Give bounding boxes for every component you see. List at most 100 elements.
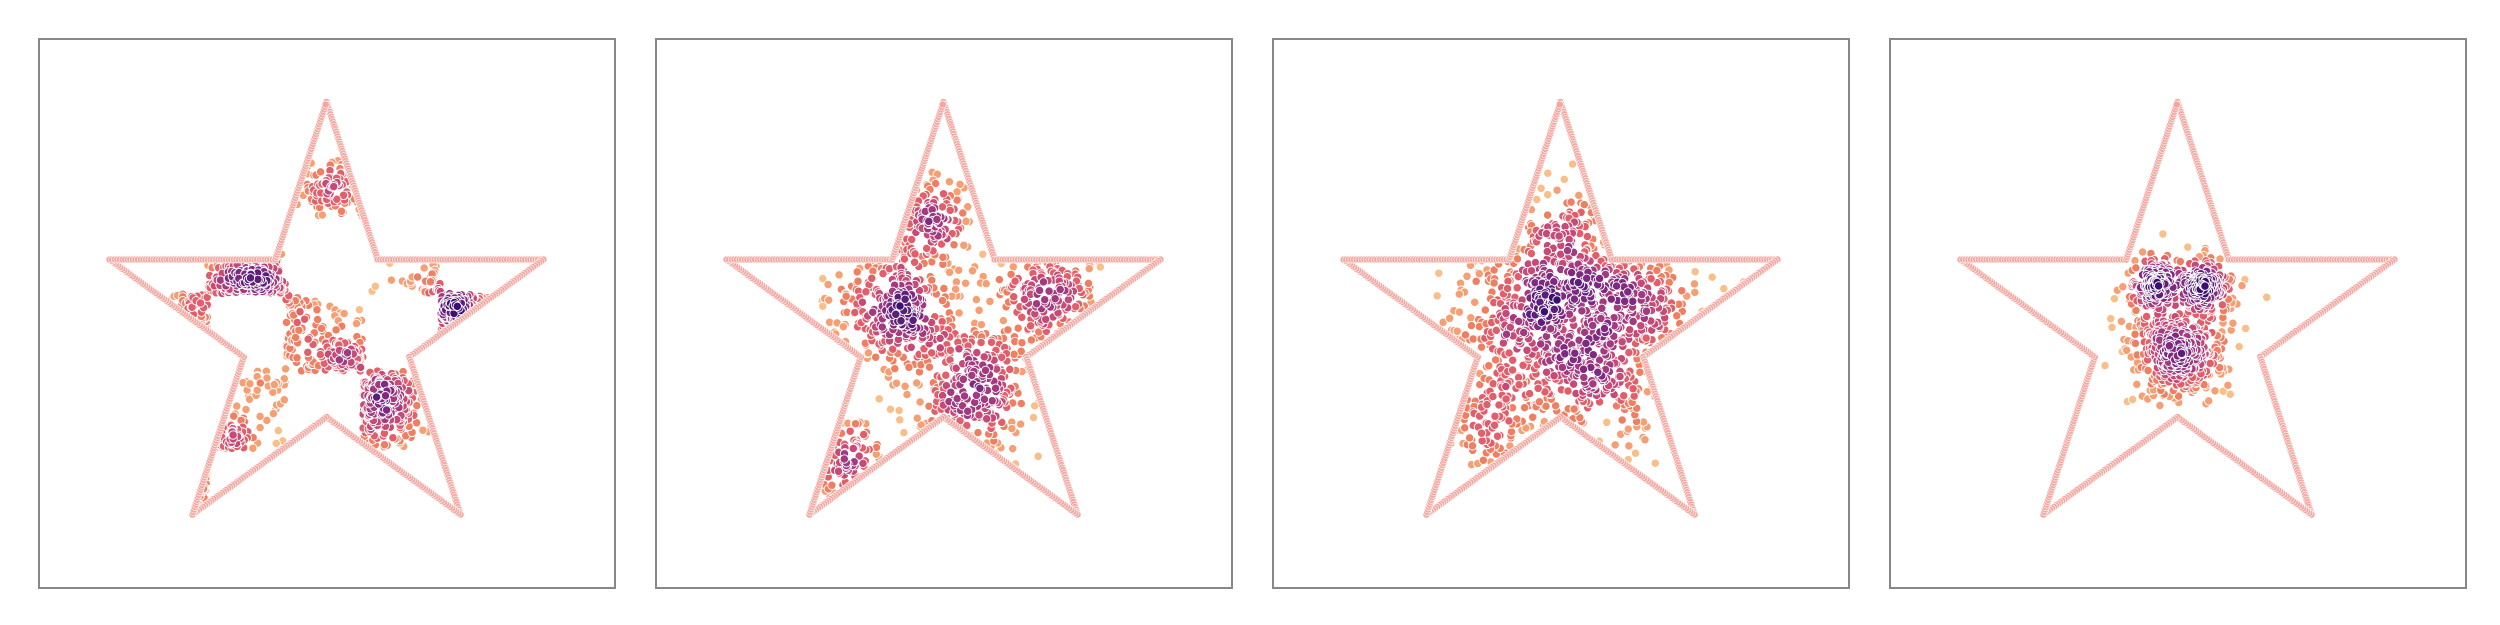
scatter-point — [946, 387, 956, 397]
scatter-point — [1552, 295, 1562, 305]
scatter-point — [1462, 271, 1472, 281]
scatter-point — [241, 404, 251, 415]
scatter-point — [1026, 335, 1037, 345]
scatter-point — [1625, 325, 1635, 335]
scatter-point — [371, 392, 382, 402]
star-boundary — [105, 98, 548, 519]
scatter-point — [987, 396, 997, 406]
scatter-point — [932, 214, 942, 225]
scatter-point — [1541, 228, 1552, 239]
scatter-point — [232, 401, 242, 411]
scatter-point — [1628, 316, 1638, 327]
scatter-point — [1542, 246, 1552, 257]
scatter-point — [941, 370, 951, 380]
scatter-point — [1512, 254, 1523, 264]
scatter-point — [1566, 267, 1577, 278]
scatter-point — [1084, 263, 1094, 274]
scatter-point — [1611, 281, 1622, 291]
scatter-point — [1617, 415, 1627, 425]
scatter-point — [332, 194, 342, 204]
scatter-point — [329, 181, 339, 192]
scatter-point — [852, 267, 862, 277]
scatter-point — [1570, 348, 1580, 358]
scatter-point — [1552, 185, 1562, 195]
scatter-point — [1574, 190, 1584, 201]
scatter-point — [1017, 312, 1027, 322]
scatter-point — [878, 268, 888, 279]
scatter-point — [1471, 276, 1481, 286]
scatter-point — [874, 394, 884, 404]
scatter-point — [1568, 379, 1579, 389]
scatter-point — [1008, 262, 1018, 272]
scatter-point — [960, 278, 971, 288]
scatter-point — [1690, 267, 1700, 277]
scatter-point — [303, 334, 313, 344]
scatter-point — [871, 352, 881, 362]
scatter-point — [823, 279, 833, 290]
scatter-point — [279, 374, 289, 384]
scatter-point — [922, 243, 932, 254]
scatter-panel-2 — [655, 38, 1233, 589]
scatter-point — [1490, 411, 1500, 421]
scatter-point — [904, 362, 914, 372]
scatter-point — [848, 443, 858, 454]
scatter-plot-1 — [105, 98, 548, 519]
scatter-point — [255, 378, 265, 388]
scatter-point — [316, 323, 327, 334]
scatter-point — [939, 283, 949, 294]
scatter-point — [891, 309, 901, 319]
scatter-point — [1044, 286, 1054, 296]
scatter-point — [1578, 364, 1589, 374]
scatter-point — [262, 373, 272, 383]
scatter-point — [412, 400, 422, 411]
scatter-point — [1445, 313, 1455, 323]
scatter-point — [967, 370, 977, 381]
boundary-point — [938, 100, 947, 109]
scatter-point — [1564, 309, 1575, 319]
scatter-point — [973, 427, 983, 438]
scatter-point — [1620, 296, 1630, 306]
scatter-point — [255, 411, 265, 422]
scatter-point — [351, 318, 362, 329]
scatter-point — [1526, 248, 1537, 259]
scatter-point — [1454, 289, 1464, 299]
scatter-point — [315, 167, 326, 177]
scatter-point — [279, 395, 289, 405]
scatter-point — [1640, 435, 1650, 445]
scatter-point — [967, 266, 978, 276]
scatter-point — [280, 364, 291, 374]
scatter-point — [355, 362, 366, 373]
scatter-point — [838, 322, 849, 332]
scatter-point — [379, 440, 390, 450]
scatter-point — [1003, 325, 1013, 335]
scatter-point — [1582, 273, 1592, 283]
scatter-point — [1501, 308, 1511, 319]
scatter-point — [1542, 210, 1553, 220]
scatter-point — [1490, 355, 1501, 365]
scatter-point — [1464, 433, 1475, 443]
scatter-point — [271, 438, 281, 449]
scatter-point — [1610, 440, 1620, 450]
scatter-point — [342, 348, 353, 358]
scatter-point — [1588, 379, 1598, 389]
scatter-point — [303, 347, 313, 358]
scatter-point — [1528, 412, 1538, 422]
scatter-point — [937, 295, 948, 306]
scatter-point — [945, 345, 956, 355]
scatter-point — [1467, 441, 1478, 451]
scatter-point — [959, 240, 969, 250]
scatter-point — [1512, 283, 1522, 293]
scatter-point — [1476, 428, 1487, 438]
scatter-point — [975, 383, 985, 393]
scatter-point — [885, 404, 896, 414]
scatter-point — [1504, 348, 1514, 358]
scatter-point — [1594, 273, 1605, 284]
scatter-point — [1637, 289, 1647, 300]
scatter-point — [1579, 199, 1589, 210]
scatter-point — [1466, 313, 1476, 323]
scatter-point — [312, 314, 323, 325]
scatter-point — [1008, 443, 1018, 454]
scatter-point — [974, 410, 984, 420]
scatter-point — [1615, 371, 1625, 382]
scatter-point — [339, 308, 349, 319]
